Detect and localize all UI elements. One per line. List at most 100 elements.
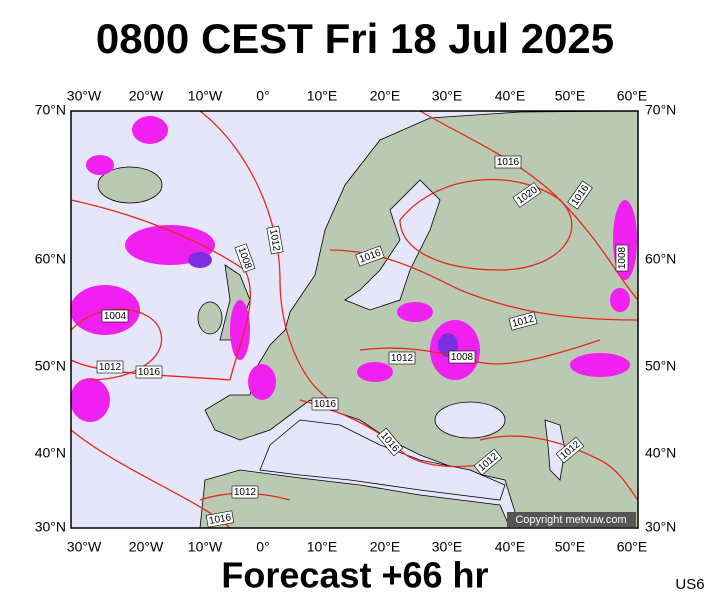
isobar-label-box bbox=[311, 397, 339, 411]
longitude-label-top: 0° bbox=[256, 88, 269, 104]
isobar-label-box bbox=[135, 365, 163, 379]
isobar-label-box bbox=[448, 350, 476, 364]
ireland bbox=[197, 301, 223, 335]
isobar-label-box bbox=[376, 427, 404, 457]
latitude-label-right: 50°N bbox=[645, 358, 676, 374]
mediterranean bbox=[259, 419, 506, 501]
longitude-label-top: 40°E bbox=[495, 88, 526, 104]
isobar-label-box bbox=[234, 243, 256, 273]
longitude-label-bottom: 30°W bbox=[67, 539, 102, 555]
isobar-label: 1008 bbox=[615, 244, 629, 272]
longitude-label-top: 30°W bbox=[67, 88, 102, 104]
latitude-label-right: 30°N bbox=[645, 519, 676, 535]
longitude-label-bottom: 30°E bbox=[432, 539, 463, 555]
isobar-label: 1004 bbox=[101, 309, 129, 323]
latitude-label-right: 70°N bbox=[645, 102, 676, 118]
latitude-label-left: 60°N bbox=[35, 251, 66, 267]
copyright-box bbox=[507, 512, 636, 527]
precip-area bbox=[357, 362, 393, 382]
latitude-label-left: 70°N bbox=[35, 102, 66, 118]
isobar-label: 1008 bbox=[448, 350, 476, 364]
longitude-label-bottom: 0° bbox=[256, 539, 269, 555]
longitude-label-bottom: 10°E bbox=[307, 539, 338, 555]
axis-labels: 30°W 30°W 20°W 20°W 10°W 10°W 0° 0° 10°E 10°E 20°E… bbox=[35, 88, 677, 555]
isobar-label-box bbox=[473, 448, 503, 476]
isobar-label-box bbox=[96, 360, 124, 374]
title: 0800 CEST Fri 18 Jul 2025 bbox=[96, 15, 614, 62]
isobar-label-text: 1012 bbox=[267, 228, 282, 252]
isobar bbox=[479, 435, 639, 501]
model-label: US6 bbox=[675, 576, 704, 593]
isobar-label: 1012 bbox=[388, 351, 416, 365]
isobar-label-box bbox=[555, 436, 585, 464]
footer: Forecast +66 hr bbox=[221, 555, 488, 596]
isobar-label-box bbox=[615, 244, 629, 272]
precip-area bbox=[610, 288, 630, 312]
isobar-label-box bbox=[494, 155, 522, 169]
longitude-label-bottom: 40°E bbox=[495, 539, 526, 555]
black-sea bbox=[434, 401, 506, 439]
longitude-label-top: 30°E bbox=[432, 88, 463, 104]
isobar-label: 1016 bbox=[494, 155, 522, 169]
iceland bbox=[97, 166, 163, 204]
longitude-label-bottom: 10°W bbox=[188, 539, 223, 555]
latitude-label-left: 40°N bbox=[35, 445, 66, 461]
isobar-label-box bbox=[355, 245, 385, 267]
precip-area bbox=[570, 353, 630, 377]
latitude-label-right: 60°N bbox=[645, 251, 676, 267]
isobar bbox=[399, 178, 573, 271]
isobar-label-text: 1016 bbox=[208, 512, 232, 527]
isobar-label-text: 1012 bbox=[391, 353, 414, 364]
isobar bbox=[70, 308, 163, 381]
isobar-label-box bbox=[266, 225, 284, 255]
latitude-label-left: 50°N bbox=[35, 358, 66, 374]
longitude-label-top: 10°W bbox=[188, 88, 223, 104]
latitude-label-right: 40°N bbox=[645, 445, 676, 461]
isobar-label-text: 1016 bbox=[314, 399, 337, 410]
precip-area bbox=[70, 378, 110, 422]
longitude-label-top: 60°E bbox=[617, 88, 648, 104]
baltic-sea bbox=[344, 179, 441, 311]
isobar-label-box bbox=[508, 311, 538, 331]
isobar-label: 1016 bbox=[205, 510, 235, 528]
isobar-label-text: 1016 bbox=[497, 157, 520, 168]
caspian-sea bbox=[544, 419, 566, 481]
isobar-label-text: 1012 bbox=[234, 487, 257, 498]
isobar-label-text: 1012 bbox=[99, 362, 122, 373]
map-frame bbox=[70, 110, 639, 529]
latitude-label-left: 30°N bbox=[35, 519, 66, 535]
isobar-label-box bbox=[205, 510, 235, 528]
copyright: Copyright metvuw.com bbox=[515, 514, 626, 526]
isobar-label-text: 1008 bbox=[617, 246, 628, 269]
isobar-label: 1012 bbox=[508, 311, 538, 331]
precip-area bbox=[188, 252, 212, 268]
precip-area bbox=[397, 302, 433, 322]
longitude-label-top: 50°E bbox=[555, 88, 586, 104]
longitude-label-bottom: 20°E bbox=[370, 539, 401, 555]
precip-area bbox=[248, 364, 276, 400]
longitude-label-top: 10°E bbox=[307, 88, 338, 104]
precip-area bbox=[230, 300, 250, 360]
africa bbox=[199, 469, 511, 529]
longitude-label-bottom: 60°E bbox=[617, 539, 648, 555]
precipitation bbox=[70, 116, 637, 422]
isobar-label: 1016 bbox=[311, 397, 339, 411]
longitude-label-bottom: 50°E bbox=[555, 539, 586, 555]
longitude-label-top: 20°E bbox=[370, 88, 401, 104]
isobar-label-box bbox=[231, 485, 259, 499]
isobar-label-box bbox=[512, 182, 542, 208]
isobar-label-text: 1016 bbox=[138, 367, 161, 378]
isobar-label: 1012 bbox=[96, 360, 124, 374]
isobar-label-text: 1004 bbox=[104, 311, 127, 322]
precip-area bbox=[132, 116, 168, 144]
isobar bbox=[199, 110, 331, 401]
isobar-label: 1016 bbox=[135, 365, 163, 379]
longitude-label-top: 20°W bbox=[129, 88, 164, 104]
isobar-label-box bbox=[567, 180, 593, 210]
longitude-label-bottom: 20°W bbox=[129, 539, 164, 555]
isobar-label-box bbox=[101, 309, 129, 323]
isobar-label: 1012 bbox=[231, 485, 259, 499]
isobar bbox=[70, 199, 252, 381]
map: Copyright metvuw.com bbox=[70, 110, 639, 529]
